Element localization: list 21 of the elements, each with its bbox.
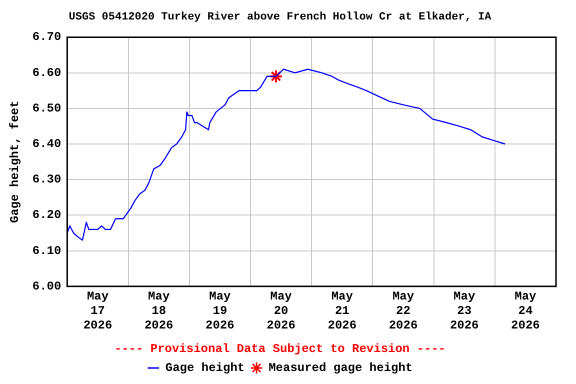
x-tick-label: May 17 2026	[83, 290, 112, 332]
y-tick-label: 6.20	[32, 208, 62, 222]
x-tick-label: May 23 2026	[450, 290, 479, 332]
y-axis-title: Gage height, feet	[8, 100, 22, 224]
y-tick-label: 6.30	[32, 172, 62, 187]
y-tick-label: 6.10	[32, 244, 62, 258]
x-tick-label: May 21 2026	[328, 290, 357, 332]
y-tick-label: 6.50	[32, 101, 62, 116]
y-tick-label: 6.40	[32, 137, 62, 152]
y-tick-label: 6.70	[32, 30, 62, 44]
x-tick-label: May 24 2026	[511, 290, 540, 332]
x-tick-label: May 19 2026	[206, 290, 234, 332]
x-tick-label: May 22 2026	[388, 290, 418, 332]
x-tick-label: May 18 2026	[144, 290, 174, 332]
y-tick-label: 6.60	[32, 66, 62, 80]
chart-title: USGS 05412020 Turkey River above French Hollow Cr at Elkader, IA	[68, 11, 492, 24]
x-tick-label: May 20 2026	[266, 290, 296, 332]
legend-label: Gage height	[165, 361, 245, 376]
legend-label: Measured gage height	[268, 361, 413, 376]
text: ---- Provisional Data Subject to Revision ----	[114, 342, 446, 356]
y-tick-label: 6.00	[32, 279, 62, 294]
